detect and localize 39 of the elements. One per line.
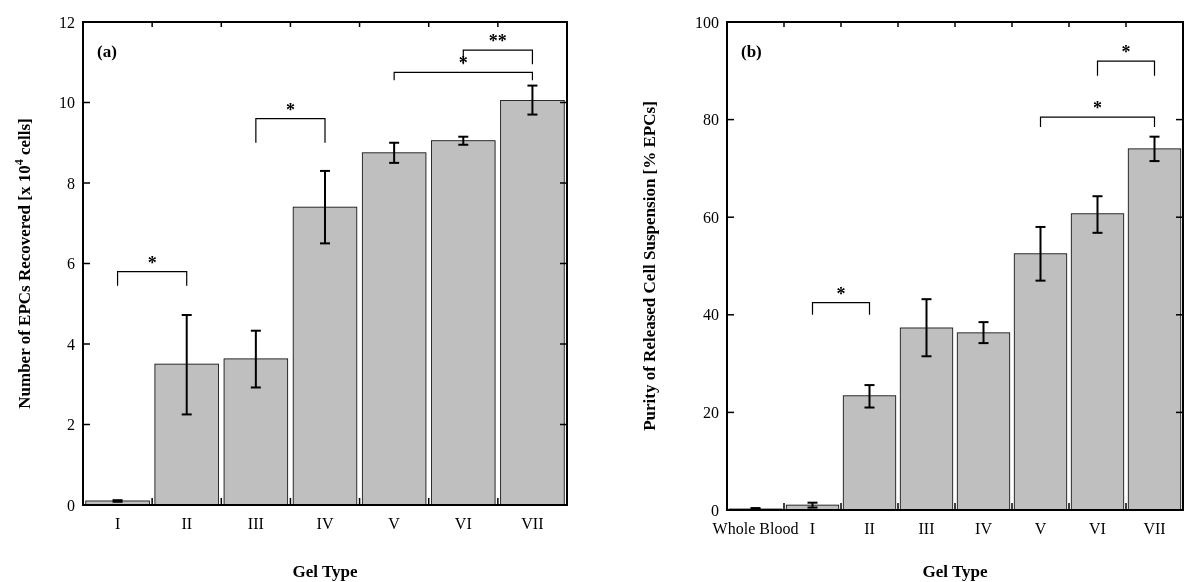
y-axis-title: Purity of Released Cell Suspension [% EPCs]	[640, 101, 659, 431]
x-tick-label: VI	[1089, 520, 1106, 537]
y-tick-label: 100	[695, 13, 719, 31]
y-tick-label: 4	[67, 335, 75, 353]
y-tick-label: 8	[67, 174, 75, 192]
x-tick-label: I	[809, 520, 816, 537]
y-tick-label: 0	[711, 501, 719, 519]
x-tick-label: IV	[316, 515, 334, 532]
x-axis-title: Gel Type	[292, 562, 358, 581]
x-tick-label: V	[1034, 520, 1047, 537]
annotation: *	[285, 99, 295, 120]
y-tick-label: 2	[67, 416, 75, 434]
x-tick-label: II	[864, 520, 875, 537]
annotation: **	[488, 31, 507, 52]
text: (a)	[97, 42, 117, 61]
text: (b)	[741, 42, 762, 61]
y-tick-label: 80	[703, 111, 719, 129]
x-tick-label: III	[247, 515, 264, 532]
y-tick-label: 12	[59, 13, 75, 31]
x-axis-title: Gel Type	[922, 562, 988, 581]
x-tick-label: II	[181, 515, 193, 532]
y-tick-label: 40	[703, 306, 719, 324]
x-tick-label: V	[388, 515, 401, 532]
x-tick-label: IV	[975, 520, 993, 537]
x-tick-label: Whole Blood	[712, 520, 799, 537]
x-tick-label: III	[918, 520, 935, 537]
x-tick-label: VI	[454, 515, 472, 532]
y-tick-label: 60	[703, 208, 719, 226]
y-tick-label: 6	[67, 255, 75, 273]
y-tick-label: 10	[59, 94, 75, 112]
annotation: *	[147, 252, 157, 273]
x-tick-label: VII	[521, 515, 544, 532]
annotation: *	[1093, 98, 1102, 119]
y-tick-label: 0	[67, 496, 75, 514]
y-tick-label: 20	[703, 404, 719, 421]
x-tick-label: I	[114, 515, 121, 532]
annotation: *	[1121, 42, 1131, 63]
annotation: *	[836, 283, 846, 304]
x-tick-label: VII	[1143, 520, 1166, 537]
